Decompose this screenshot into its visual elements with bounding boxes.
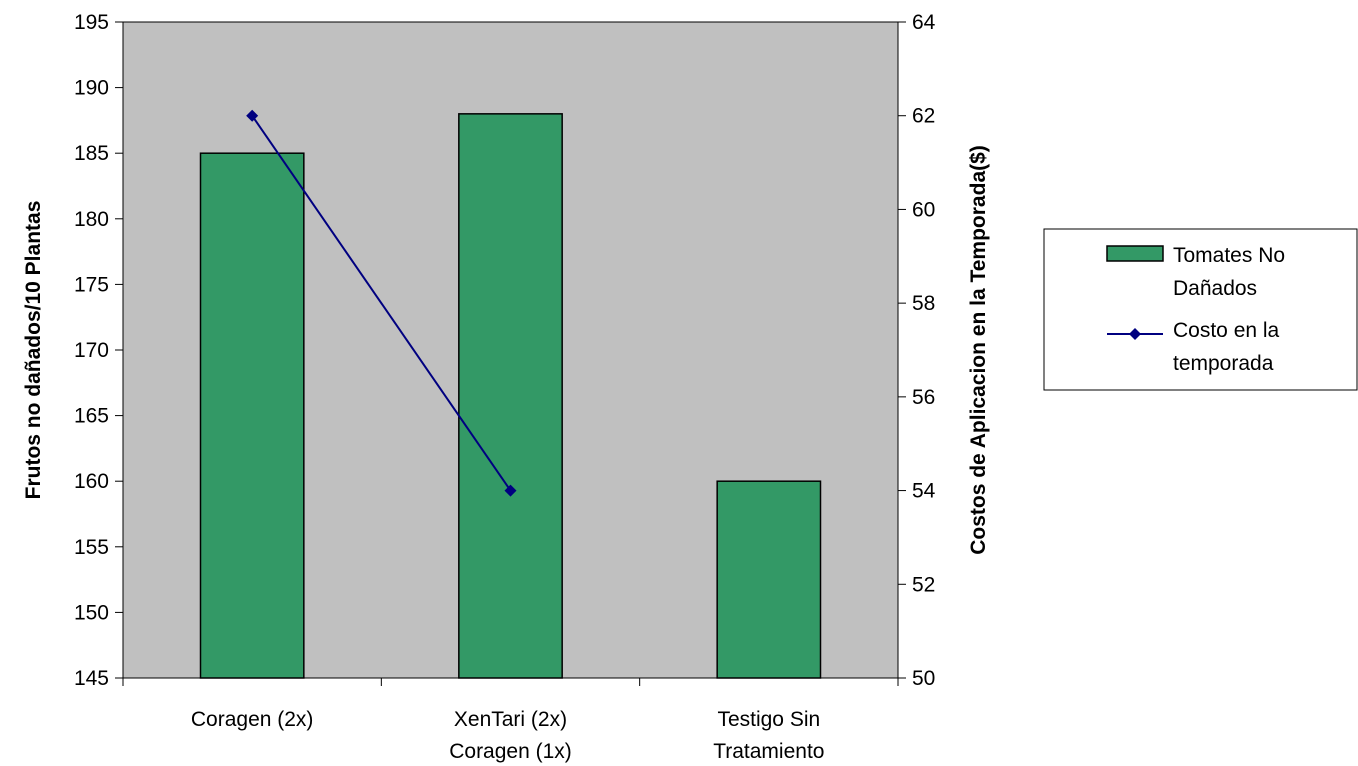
right-tick-label: 64 [912, 11, 936, 34]
cost-line [251, 115, 512, 492]
bar-0 [199, 152, 305, 679]
x-tick-label: Coragen (2x) [191, 708, 314, 731]
right-tick-label: 54 [912, 480, 936, 503]
x-tick-label: Testigo Sin Tratamiento [713, 708, 824, 763]
right-tick-label: 52 [912, 573, 935, 596]
left-tick-label: 160 [74, 470, 109, 493]
right-y-tick-labels: 50 52 54 56 58 60 62 64 [912, 11, 936, 690]
x-tick-label: XenTari (2x) Coragen (1x) [449, 708, 572, 763]
left-tick-label: 155 [74, 536, 109, 559]
x-tick-labels: Coragen (2x) XenTari (2x) Coragen (1x) Test… [191, 708, 825, 763]
left-tick-label: 195 [74, 11, 109, 34]
right-tick-label: 60 [912, 198, 935, 221]
right-tick-label: 50 [912, 667, 935, 690]
cost-point-0 [246, 109, 259, 122]
right-tick-label: 62 [912, 105, 935, 128]
left-tick-label: 150 [74, 601, 109, 624]
legend-diamond-icon [1129, 328, 1141, 340]
left-tick-label: 180 [74, 208, 109, 231]
left-tick-label: 145 [74, 667, 109, 690]
axes [115, 21, 906, 686]
right-tick-label: 58 [912, 292, 935, 315]
left-tick-label: 190 [74, 77, 109, 100]
legend-label-bars: Tomates No Dañados [1173, 244, 1285, 300]
left-y-tick-labels: 145 150 155 160 165 170 175 180 185 190 195 [74, 11, 109, 690]
left-tick-label: 175 [74, 273, 109, 296]
legend-label-line: Costo en la temporada [1173, 319, 1280, 375]
cost-point-1 [504, 484, 517, 497]
left-tick-label: 185 [74, 142, 109, 165]
bar-series [199, 113, 822, 679]
y-axis-title-right: Costos de Aplicacion en la Temporada($) [967, 145, 990, 555]
left-tick-label: 165 [74, 405, 109, 428]
bar-2 [716, 480, 822, 679]
legend: Tomates No Dañados Costo en la temporada [1043, 228, 1358, 391]
right-tick-label: 56 [912, 386, 935, 409]
y-axis-title-left: Frutos no dañados/10 Plantas [22, 201, 45, 500]
legend-bar-swatch [1106, 245, 1164, 262]
legend-box [1043, 228, 1358, 391]
line-series [246, 109, 517, 497]
bar-1 [458, 113, 563, 679]
left-tick-label: 170 [74, 339, 109, 362]
